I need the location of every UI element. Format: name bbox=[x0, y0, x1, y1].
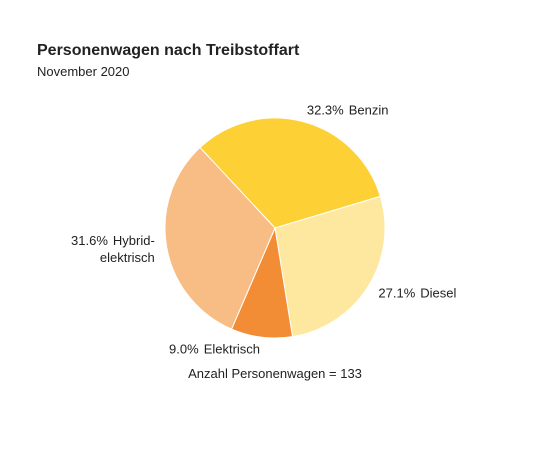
value-label: 9.0% bbox=[169, 341, 199, 357]
slice-label: 9.0% Elektrisch bbox=[155, 341, 260, 358]
note: Anzahl Personenwagen = 133 bbox=[188, 366, 362, 381]
value-label: 32.3% bbox=[306, 102, 344, 118]
slice-label: 27.1% Diesel bbox=[378, 284, 456, 301]
value-label: 31.6% bbox=[71, 232, 108, 248]
pie-slice bbox=[199, 117, 381, 229]
slice-label: 31.6% Hybrid-elektrisch bbox=[50, 232, 155, 266]
category-label: Hybrid-elektrisch bbox=[99, 232, 155, 265]
chart-title: Personenwagen nach Treibstoffart bbox=[37, 42, 300, 59]
category-label: Elektrisch bbox=[203, 341, 261, 357]
slice-label: 32.3% Benzin bbox=[307, 102, 389, 119]
category-label: Diesel bbox=[420, 285, 457, 301]
pie-slice bbox=[274, 195, 386, 338]
chart-subtitle: November 2020 bbox=[37, 64, 130, 79]
category-label: Benzin bbox=[348, 102, 389, 118]
pie-slice bbox=[164, 146, 276, 330]
value-label: 27.1% bbox=[378, 285, 416, 301]
